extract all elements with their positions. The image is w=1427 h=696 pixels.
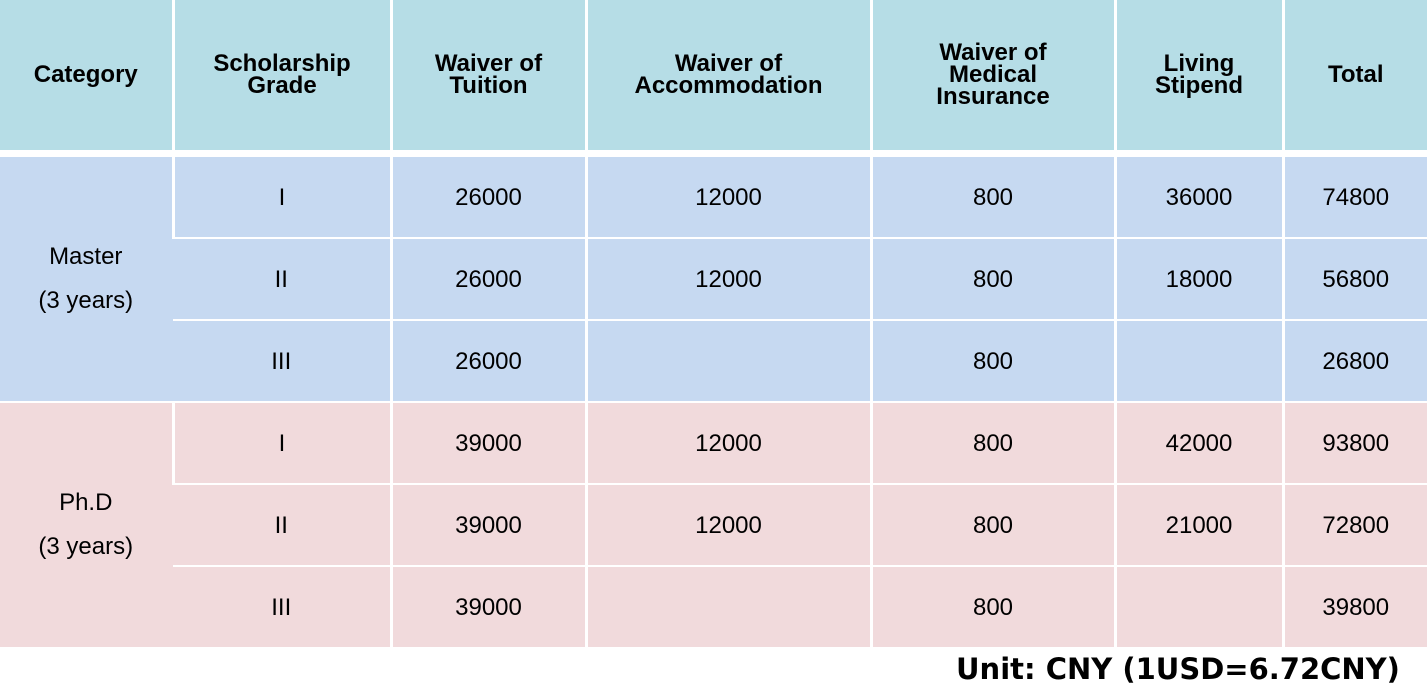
accommodation-cell (584, 565, 871, 647)
header-waiver-tuition: Waiver of Tuition (389, 0, 586, 157)
table-row: III 39000 800 39800 (0, 565, 1427, 647)
header-waiver-medical-insurance: Waiver of Medical Insurance (869, 0, 1115, 157)
table-row: Ph.D (3 years) I 39000 12000 800 42000 9… (0, 401, 1427, 647)
stipend-cell: 18000 (1113, 237, 1283, 320)
header-total: Total (1281, 0, 1427, 157)
insurance-cell: 800 (869, 483, 1115, 566)
total-cell: 26800 (1281, 319, 1427, 402)
stipend-cell: 42000 (1113, 401, 1283, 484)
header-scholarship-grade: Scholarship Grade (171, 0, 391, 157)
total-cell: 74800 (1281, 153, 1427, 238)
accommodation-cell: 12000 (584, 153, 871, 238)
header-waiver-accommodation: Waiver of Accommodation (584, 0, 871, 157)
accommodation-cell: 12000 (584, 401, 871, 484)
grade-cell: II (173, 483, 391, 566)
insurance-cell: 800 (869, 237, 1115, 320)
grade-cell: I (171, 153, 391, 238)
insurance-cell: 800 (869, 565, 1115, 647)
tuition-cell: 39000 (389, 483, 586, 566)
tuition-cell: 26000 (389, 237, 586, 320)
insurance-cell: 800 (869, 401, 1115, 484)
stipend-cell (1113, 319, 1283, 402)
insurance-cell: 800 (869, 319, 1115, 402)
table-row: II 39000 12000 800 21000 72800 (0, 483, 1427, 566)
total-cell: 39800 (1281, 565, 1427, 647)
table-row: III 26000 800 26800 (0, 319, 1427, 402)
accommodation-cell (584, 319, 871, 402)
header-category: Category (0, 0, 173, 157)
grade-cell: I (171, 401, 391, 484)
tuition-cell: 39000 (389, 401, 586, 484)
total-cell: 93800 (1281, 401, 1427, 484)
grade-cell: III (173, 565, 391, 647)
header-living-stipend: Living Stipend (1113, 0, 1283, 157)
header-row: Category Scholarship Grade Waiver of Tui… (0, 0, 1427, 157)
total-cell: 56800 (1281, 237, 1427, 320)
tuition-cell: 26000 (389, 319, 586, 402)
table-row: II 26000 12000 800 18000 56800 (0, 237, 1427, 320)
accommodation-cell: 12000 (584, 483, 871, 566)
category-phd: Ph.D (3 years) (0, 401, 173, 647)
grade-cell: III (173, 319, 391, 402)
table-row: Master (3 years) I 26000 12000 800 36000… (0, 153, 1427, 402)
tuition-cell: 26000 (389, 153, 586, 238)
grade-cell: II (173, 237, 391, 320)
tuition-cell: 39000 (389, 565, 586, 647)
category-master: Master (3 years) (0, 153, 173, 402)
scholarship-table: Category Scholarship Grade Waiver of Tui… (0, 0, 1427, 647)
accommodation-cell: 12000 (584, 237, 871, 320)
stipend-cell (1113, 565, 1283, 647)
unit-note: Unit: CNY (1USD=6.72CNY) (956, 652, 1400, 686)
stipend-cell: 36000 (1113, 153, 1283, 238)
total-cell: 72800 (1281, 483, 1427, 566)
stipend-cell: 21000 (1113, 483, 1283, 566)
insurance-cell: 800 (869, 153, 1115, 238)
